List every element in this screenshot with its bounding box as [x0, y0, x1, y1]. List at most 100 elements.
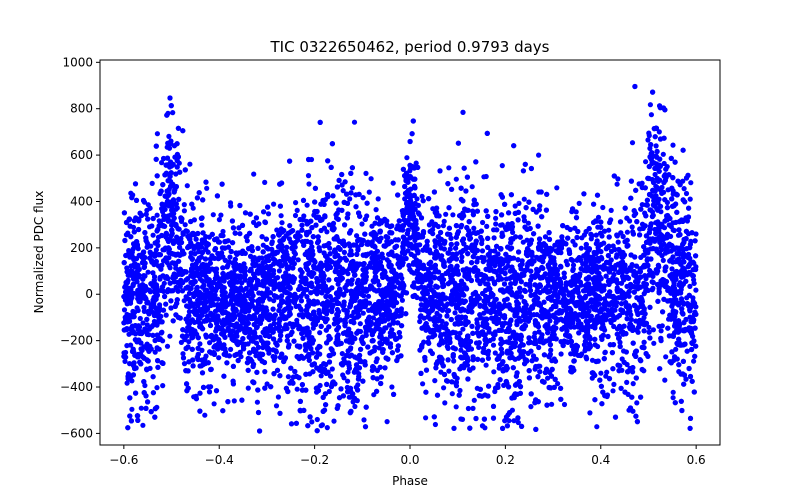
data-point	[570, 262, 577, 268]
data-point	[504, 296, 510, 302]
data-point	[287, 223, 293, 229]
data-point	[607, 219, 613, 226]
data-point	[295, 257, 301, 263]
data-point	[481, 174, 487, 180]
data-point	[167, 333, 173, 339]
data-point	[449, 391, 455, 397]
data-point	[389, 384, 395, 390]
data-point	[446, 165, 452, 171]
data-point	[663, 354, 669, 360]
data-point	[306, 181, 312, 187]
data-point	[547, 318, 553, 324]
data-point	[154, 385, 160, 391]
data-point	[434, 310, 440, 316]
data-point	[658, 328, 664, 334]
data-point	[359, 221, 365, 227]
data-point	[491, 369, 497, 375]
data-point	[418, 302, 424, 308]
data-point	[360, 310, 366, 316]
data-point	[656, 323, 662, 329]
data-point	[628, 316, 634, 323]
data-point	[278, 213, 284, 219]
data-point	[520, 239, 526, 245]
data-points	[121, 83, 699, 434]
data-point	[417, 318, 423, 325]
data-point	[493, 221, 499, 227]
data-point	[624, 229, 631, 235]
data-point	[403, 255, 409, 262]
data-point	[465, 405, 471, 412]
data-point	[399, 297, 405, 303]
data-point	[450, 212, 456, 218]
data-point	[423, 415, 429, 421]
data-point	[492, 350, 498, 356]
data-point	[479, 248, 486, 254]
data-point	[528, 404, 534, 410]
data-point	[335, 281, 341, 287]
data-point	[199, 222, 205, 228]
data-point	[643, 159, 649, 165]
data-point	[369, 239, 375, 245]
data-point	[516, 200, 522, 206]
data-point	[331, 418, 337, 424]
data-point	[646, 130, 652, 136]
data-point	[293, 200, 299, 206]
data-point	[471, 397, 477, 403]
data-point	[347, 196, 353, 202]
data-point	[145, 269, 151, 275]
data-point	[671, 227, 677, 234]
data-point	[170, 110, 176, 116]
data-point	[345, 378, 351, 384]
data-point	[129, 406, 135, 412]
data-point	[630, 381, 636, 387]
data-point	[666, 222, 672, 228]
data-point	[476, 340, 482, 346]
data-point	[357, 321, 363, 327]
data-point	[355, 382, 361, 388]
data-point	[279, 220, 285, 226]
data-point	[429, 219, 435, 225]
data-point	[688, 180, 694, 186]
data-point	[306, 298, 312, 304]
data-point	[441, 385, 447, 391]
data-point	[523, 281, 529, 287]
data-point	[587, 410, 593, 416]
data-point	[174, 205, 180, 211]
data-point	[521, 196, 527, 202]
data-point	[419, 193, 425, 199]
data-point	[453, 404, 459, 410]
data-point	[615, 239, 621, 245]
data-point	[366, 189, 372, 195]
data-point	[216, 355, 222, 361]
data-point	[211, 401, 217, 407]
data-point	[271, 298, 277, 304]
data-point	[182, 222, 188, 228]
data-point	[536, 344, 542, 351]
data-point	[451, 358, 457, 364]
data-point	[124, 265, 130, 271]
data-point	[683, 190, 690, 197]
data-point	[207, 340, 213, 346]
data-point	[150, 232, 156, 238]
data-point	[460, 326, 466, 332]
data-point	[318, 373, 324, 379]
data-point	[603, 373, 609, 379]
data-point	[676, 247, 682, 253]
data-point	[498, 246, 504, 252]
data-point	[576, 200, 582, 206]
data-point	[227, 200, 234, 206]
data-point	[181, 361, 188, 367]
data-point	[271, 201, 277, 207]
data-point	[479, 237, 485, 243]
data-point	[617, 339, 623, 345]
data-point	[349, 277, 355, 283]
data-point	[154, 212, 160, 218]
data-point	[340, 188, 346, 194]
data-point	[181, 202, 187, 208]
data-point	[197, 341, 203, 347]
data-point	[159, 160, 165, 166]
data-point	[305, 173, 312, 179]
data-point	[404, 155, 410, 161]
data-point	[127, 361, 133, 367]
data-point	[476, 344, 482, 350]
